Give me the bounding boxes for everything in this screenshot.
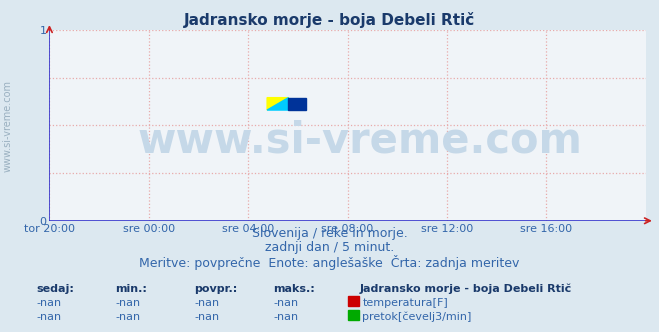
Text: -nan: -nan <box>36 298 61 308</box>
Text: www.si-vreme.com: www.si-vreme.com <box>3 80 13 172</box>
Polygon shape <box>289 98 306 110</box>
Text: Slovenija / reke in morje.: Slovenija / reke in morje. <box>252 227 407 240</box>
Text: -nan: -nan <box>194 298 219 308</box>
Polygon shape <box>267 98 289 110</box>
Text: maks.:: maks.: <box>273 284 315 294</box>
Text: -nan: -nan <box>273 312 299 322</box>
Text: -nan: -nan <box>36 312 61 322</box>
Text: Meritve: povprečne  Enote: anglešaške  Črta: zadnja meritev: Meritve: povprečne Enote: anglešaške Črt… <box>139 255 520 270</box>
Text: -nan: -nan <box>194 312 219 322</box>
Text: pretok[čevelj3/min]: pretok[čevelj3/min] <box>362 312 472 322</box>
Polygon shape <box>267 98 289 110</box>
Text: Jadransko morje - boja Debeli Rtič: Jadransko morje - boja Debeli Rtič <box>184 12 475 28</box>
Text: sedaj:: sedaj: <box>36 284 74 294</box>
Text: min.:: min.: <box>115 284 147 294</box>
Text: -nan: -nan <box>273 298 299 308</box>
Text: -nan: -nan <box>115 298 140 308</box>
Text: povpr.:: povpr.: <box>194 284 238 294</box>
Text: temperatura[F]: temperatura[F] <box>362 298 448 308</box>
Text: www.si-vreme.com: www.si-vreme.com <box>137 120 582 162</box>
Text: Jadransko morje - boja Debeli Rtič: Jadransko morje - boja Debeli Rtič <box>359 284 571 294</box>
Text: zadnji dan / 5 minut.: zadnji dan / 5 minut. <box>265 241 394 254</box>
Text: -nan: -nan <box>115 312 140 322</box>
